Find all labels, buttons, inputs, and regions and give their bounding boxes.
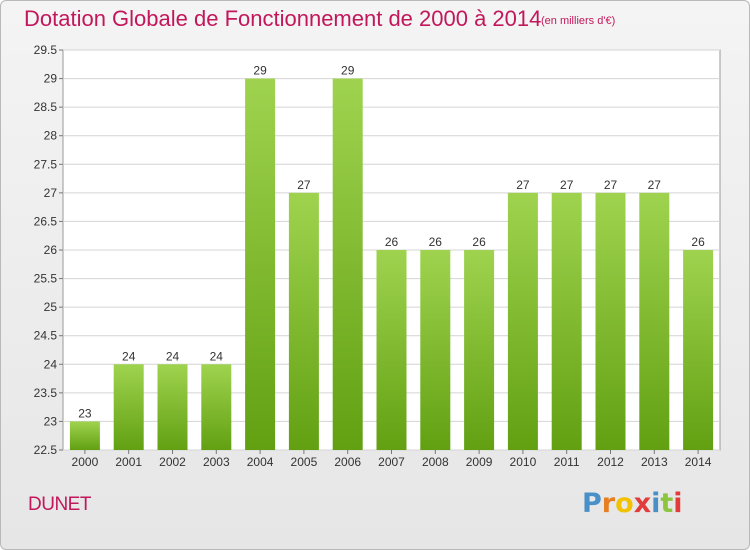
x-tick-label: 2005: [291, 455, 318, 469]
data-label: 24: [166, 349, 180, 363]
bar: [464, 250, 495, 450]
data-label: 29: [253, 64, 267, 78]
logo-letter: P: [582, 488, 602, 519]
x-tick-label: 2011: [554, 455, 580, 469]
y-tick-label: 22.5: [34, 443, 58, 457]
x-tick-label: 2006: [334, 455, 361, 469]
bar: [420, 250, 451, 450]
bar: [683, 250, 714, 450]
bar: [245, 78, 276, 451]
y-tick-label: 26.5: [34, 214, 58, 228]
x-tick-label: 2000: [72, 455, 99, 469]
y-tick-label: 26: [44, 243, 58, 257]
bar: [376, 250, 407, 450]
x-tick-label: 2004: [247, 455, 274, 469]
y-tick-label: 25.5: [34, 272, 58, 286]
data-label: 24: [210, 349, 224, 363]
bar: [551, 192, 582, 450]
y-tick-label: 28: [44, 129, 58, 143]
bar: [595, 192, 626, 450]
data-label: 27: [648, 178, 662, 192]
y-tick-label: 27.5: [34, 157, 58, 171]
bar: [639, 192, 670, 450]
data-label: 27: [516, 178, 530, 192]
logo-letter: i: [651, 488, 661, 519]
data-label: 26: [691, 235, 705, 249]
y-tick-label: 29: [44, 72, 58, 86]
place-name: DUNET: [28, 494, 91, 515]
logo-letter: x: [633, 488, 652, 519]
x-tick-label: 2014: [685, 455, 712, 469]
data-label: 29: [341, 64, 355, 78]
data-label: 26: [385, 235, 399, 249]
x-tick-label: 2007: [378, 455, 405, 469]
logo-letter: o: [615, 488, 634, 519]
x-tick-label: 2008: [422, 455, 449, 469]
data-label: 26: [429, 235, 443, 249]
bar: [332, 78, 363, 451]
x-tick-label: 2001: [115, 455, 142, 469]
data-label: 27: [604, 178, 618, 192]
y-tick-label: 24: [44, 357, 58, 371]
proxiti-logo[interactable]: Proxiti: [582, 488, 683, 519]
y-tick-label: 25: [44, 300, 58, 314]
chart-subtitle: (en milliers d'€): [541, 15, 616, 27]
logo-letter: t: [660, 488, 674, 519]
y-tick-label: 23: [44, 414, 58, 428]
logo-letter: r: [601, 488, 616, 519]
y-tick-label: 29.5: [34, 43, 58, 57]
chart-title: Dotation Globale de Fonctionnement de 20…: [24, 6, 542, 31]
x-tick-label: 2010: [510, 455, 537, 469]
x-tick-label: 2002: [159, 455, 186, 469]
logo-letter: i: [673, 488, 683, 519]
y-tick-label: 24.5: [34, 329, 58, 343]
bar: [507, 192, 538, 450]
bar: [288, 192, 319, 450]
x-tick-label: 2009: [466, 455, 493, 469]
bar: [201, 364, 232, 450]
data-label: 27: [560, 178, 574, 192]
bar: [157, 364, 188, 450]
y-tick-label: 28.5: [34, 100, 58, 114]
data-label: 23: [78, 406, 92, 420]
bar: [113, 364, 144, 450]
data-label: 26: [472, 235, 486, 249]
x-tick-label: 2003: [203, 455, 230, 469]
data-label: 27: [297, 178, 311, 192]
y-tick-label: 27: [44, 186, 58, 200]
data-label: 24: [122, 349, 136, 363]
bar: [69, 421, 100, 450]
x-tick-label: 2013: [641, 455, 668, 469]
x-tick-label: 2012: [597, 455, 624, 469]
y-tick-label: 23.5: [34, 386, 58, 400]
